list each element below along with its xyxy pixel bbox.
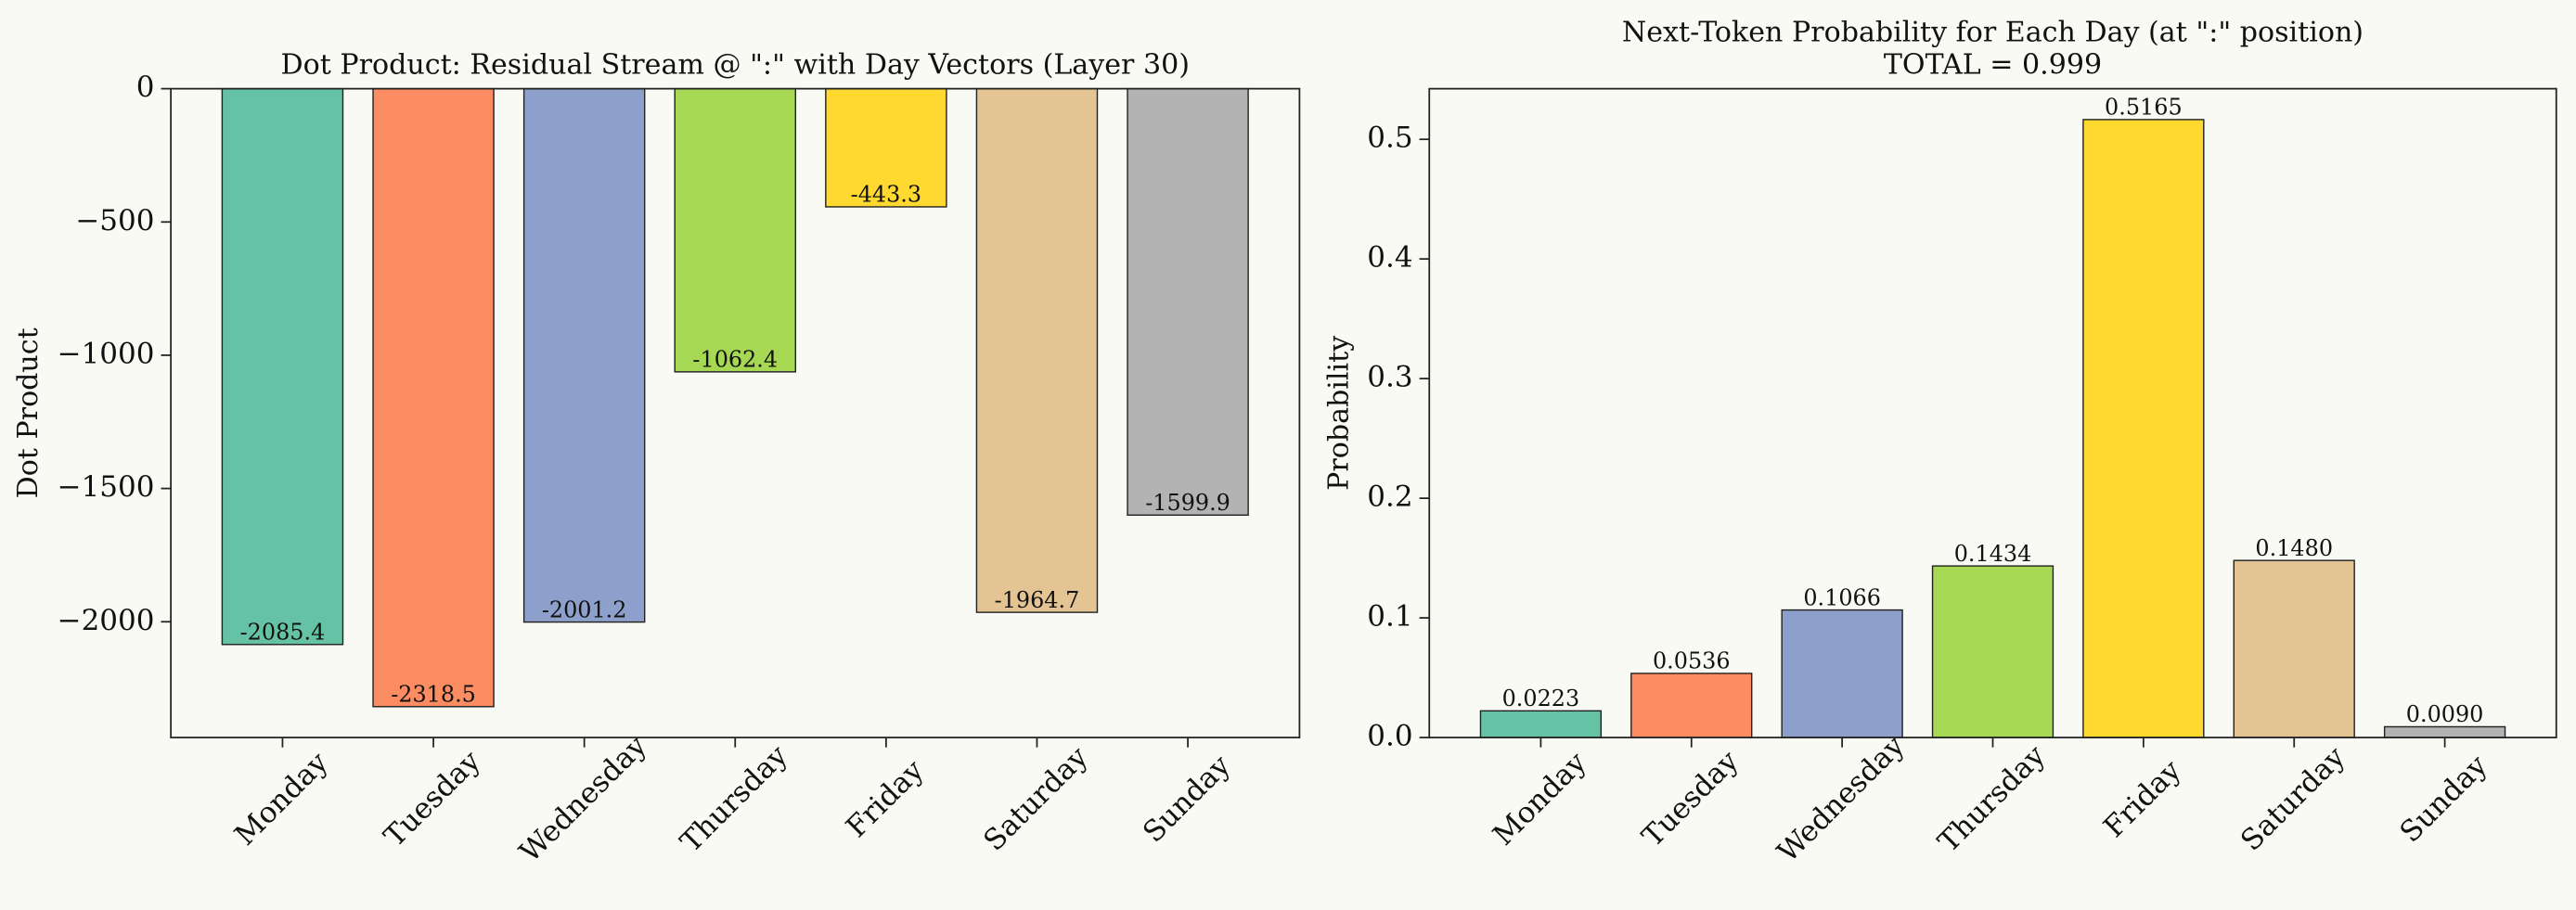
data-label: -2001.2 (542, 596, 627, 622)
data-label: -1062.4 (692, 347, 778, 373)
data-label: 0.1066 (1803, 584, 1881, 610)
data-label: 0.0536 (1653, 648, 1731, 674)
axes-frame (170, 87, 1301, 738)
data-label: 0.5165 (2105, 95, 2183, 121)
axes-frame (1428, 87, 2557, 738)
y-tick-label: −1000 (58, 337, 155, 370)
bar (522, 87, 646, 623)
bar (674, 87, 797, 373)
data-label: 0.1480 (2255, 535, 2333, 561)
bar (1781, 609, 1903, 738)
y-tick-label: −2000 (58, 604, 155, 637)
bar (1127, 87, 1249, 517)
bar (1931, 565, 2054, 738)
data-label: 0.1434 (1954, 541, 2032, 567)
chart-title: Next-Token Probability for Each Day (at … (1622, 16, 2363, 48)
y-axis-label: Probability (1323, 336, 1356, 491)
y-axis-label: Dot Product (12, 327, 45, 498)
data-label: 0.0090 (2406, 701, 2484, 727)
data-label: -1964.7 (995, 587, 1080, 613)
bar (221, 87, 344, 646)
data-label: -2318.5 (391, 681, 476, 707)
data-label: -443.3 (851, 182, 921, 208)
bar (372, 87, 495, 708)
y-tick-label: 0 (136, 70, 155, 104)
y-tick-label: 0.5 (1367, 122, 1412, 155)
y-tick-label: 0.3 (1367, 361, 1412, 394)
y-tick-label: −500 (75, 204, 154, 237)
bar (2082, 119, 2205, 738)
chart-title: Dot Product: Residual Stream @ ":" with … (281, 49, 1190, 82)
data-label: 0.0223 (1502, 686, 1580, 711)
bar (2383, 725, 2506, 738)
bar (1479, 710, 1603, 738)
data-label: -2085.4 (240, 619, 326, 645)
bar (975, 87, 1099, 613)
bar (1630, 673, 1753, 738)
bar (2233, 559, 2355, 738)
data-label: -1599.9 (1145, 490, 1230, 516)
y-tick-label: 0.1 (1367, 600, 1412, 634)
y-tick-label: −1500 (58, 470, 155, 504)
y-tick-label: 0.0 (1367, 720, 1412, 753)
y-tick-label: 0.2 (1367, 481, 1412, 514)
chart-title: TOTAL = 0.999 (1884, 49, 2102, 82)
y-tick-label: 0.4 (1367, 241, 1412, 275)
